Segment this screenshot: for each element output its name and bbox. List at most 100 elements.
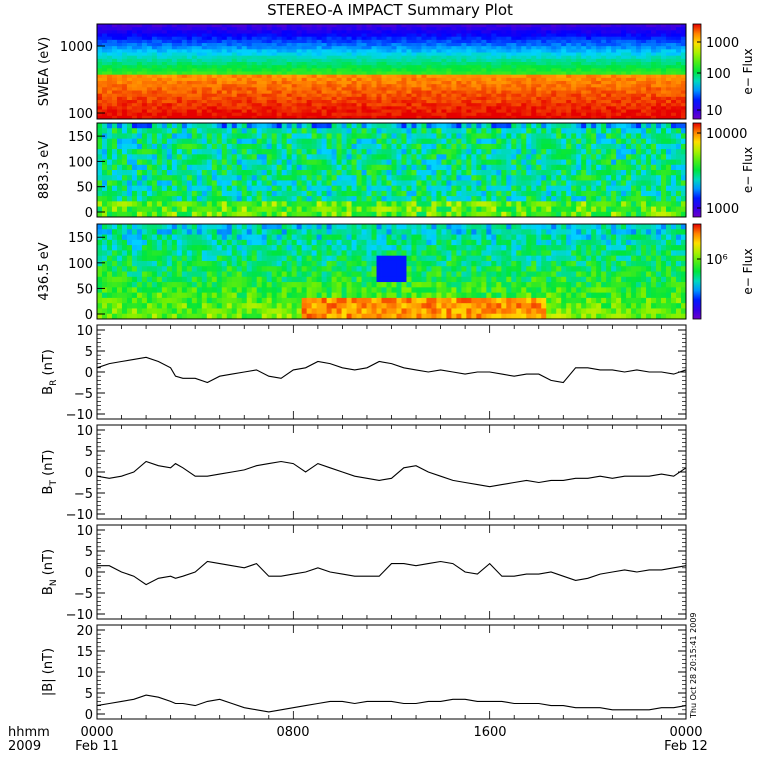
heatmap-cell: [226, 201, 233, 207]
heatmap-cell: [241, 112, 248, 117]
heatmap-cell: [346, 36, 352, 41]
heatmap-cell: [271, 109, 278, 114]
heatmap-cell: [361, 128, 367, 134]
heatmap-cell: [306, 43, 313, 47]
heatmap-cell: [481, 180, 487, 187]
heatmap-cell: [586, 115, 592, 120]
heatmap-cell: [456, 138, 462, 145]
heatmap-cell: [251, 27, 258, 31]
heatmap-cell: [121, 196, 128, 202]
heatmap-cell: [481, 143, 487, 150]
heatmap-cell: [541, 33, 547, 38]
heatmap-cell: [286, 58, 293, 63]
heatmap-cell: [106, 49, 113, 53]
heatmap-cell: [346, 211, 352, 218]
heatmap-cell: [251, 84, 258, 88]
heatmap-cell: [386, 62, 392, 66]
heatmap-cell: [431, 106, 437, 110]
heatmap-cell: [416, 103, 422, 107]
heatmap-cell: [116, 39, 123, 44]
heatmap-cell: [641, 103, 647, 107]
heatmap-cell: [331, 201, 337, 207]
heatmap-cell: [531, 96, 537, 101]
heatmap-cell: [401, 39, 407, 44]
heatmap-cell: [481, 71, 487, 76]
heatmap-cell: [196, 24, 203, 28]
heatmap-cell: [541, 71, 547, 76]
heatmap-cell: [336, 77, 342, 82]
heatmap-cell: [571, 55, 577, 60]
heatmap-cell: [446, 159, 452, 166]
heatmap-cell: [426, 149, 432, 155]
heatmap-cell: [251, 196, 258, 202]
heatmap-cell: [146, 24, 153, 28]
heatmap-cell: [256, 180, 263, 187]
heatmap-cell: [551, 24, 557, 28]
heatmap-cell: [466, 206, 472, 213]
heatmap-cell: [456, 84, 462, 88]
heatmap-cell: [151, 52, 158, 57]
heatmap-cell: [466, 39, 472, 44]
heatmap-cell: [246, 33, 253, 38]
heatmap-cell: [646, 49, 652, 53]
heatmap-cell: [216, 149, 223, 155]
heatmap-cell: [531, 68, 537, 72]
heatmap-cell: [241, 87, 248, 91]
heatmap-cell: [111, 143, 118, 150]
heatmap-cell: [386, 159, 392, 166]
heatmap-cell: [301, 55, 308, 60]
heatmap-cell: [571, 30, 577, 34]
heatmap-cell: [311, 49, 318, 53]
heatmap-cell: [251, 65, 258, 69]
heatmap-cell: [351, 149, 357, 155]
heatmap-cell: [181, 49, 188, 53]
heatmap-cell: [416, 149, 422, 155]
heatmap-cell: [376, 71, 382, 76]
heatmap-cell: [281, 159, 288, 166]
heatmap-cell: [141, 30, 148, 34]
heatmap-cell: [201, 49, 208, 53]
heatmap-cell: [656, 71, 662, 76]
heatmap-cell: [121, 90, 128, 95]
heatmap-cell: [611, 33, 617, 38]
heatmap-cell: [401, 201, 407, 207]
heatmap-cell: [311, 103, 318, 107]
heatmap-cell: [386, 164, 392, 171]
heatmap-cell: [626, 58, 632, 63]
heatmap-cell: [126, 128, 133, 134]
heatmap-cell: [276, 128, 283, 134]
heatmap-cell: [611, 46, 617, 50]
heatmap-cell: [441, 33, 447, 38]
heatmap-cell: [601, 49, 607, 53]
heatmap-cell: [441, 71, 447, 76]
heatmap-cell: [511, 36, 517, 41]
heatmap-cell: [436, 159, 442, 166]
heatmap-cell: [216, 52, 223, 57]
heatmap-cell: [391, 159, 397, 166]
heatmap-cell: [426, 128, 432, 134]
heatmap-cell: [541, 58, 547, 63]
heatmap-cell: [216, 43, 223, 47]
heatmap-cell: [351, 103, 357, 107]
heatmap-cell: [211, 68, 218, 72]
heatmap-cell: [211, 128, 218, 134]
heatmap-cell: [466, 65, 472, 69]
heatmap-cell: [536, 100, 542, 104]
heatmap-cell: [676, 58, 682, 63]
heatmap-cell: [166, 185, 173, 192]
heatmap-cell: [466, 138, 472, 145]
heatmap-cell: [131, 65, 138, 69]
heatmap-cell: [356, 74, 362, 79]
heatmap-cell: [206, 43, 213, 47]
heatmap-cell: [256, 201, 263, 207]
heatmap-cell: [131, 62, 138, 66]
heatmap-cell: [476, 170, 482, 176]
heatmap-cell: [671, 74, 677, 79]
heatmap-cell: [496, 33, 502, 38]
heatmap-cell: [376, 77, 382, 82]
heatmap-cell: [431, 115, 437, 120]
heatmap-cell: [296, 133, 303, 140]
heatmap-cell: [391, 175, 397, 181]
heatmap-cell: [281, 112, 288, 117]
heatmap-cell: [451, 196, 457, 202]
